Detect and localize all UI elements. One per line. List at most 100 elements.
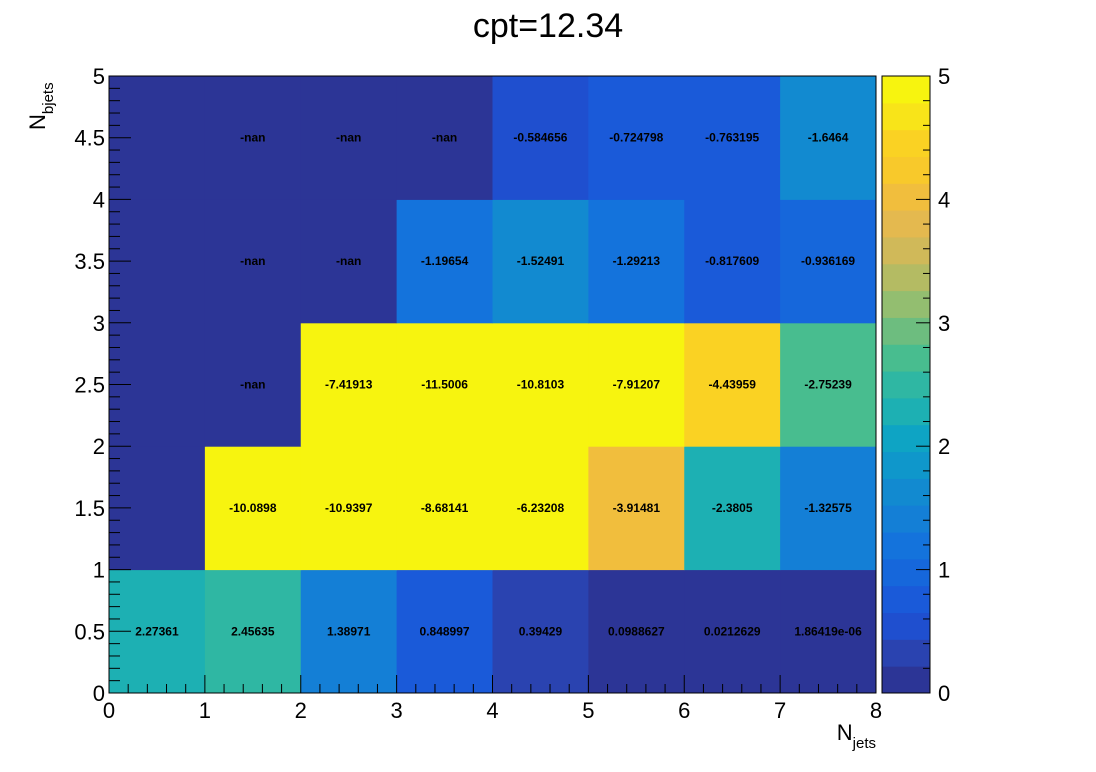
x-tick-label: 5: [582, 698, 594, 723]
color-scale-swatch: [882, 76, 930, 104]
color-scale-swatch: [882, 397, 930, 426]
color-scale-swatch: [882, 451, 930, 479]
color-scale-frame: [881, 75, 931, 694]
cell-value-label: 0.0212629: [704, 624, 761, 638]
heatmap-cell: [204, 199, 302, 324]
heatmap-cell: [300, 446, 398, 571]
color-scale-labels: 0 1 2 3 4 5: [938, 64, 950, 706]
cell-value-label: -7.91207: [613, 378, 661, 392]
cell-value-label: -10.9397: [325, 501, 373, 515]
y-axis-title-main: N: [25, 114, 50, 130]
heatmap-cell: [684, 322, 781, 447]
x-tick-label: 2: [295, 698, 307, 723]
color-scale-swatch: [882, 478, 930, 506]
heatmap-cell: [780, 446, 877, 571]
heatmap-cell: [492, 199, 589, 324]
y-tick-label: 4.5: [74, 126, 105, 151]
cell-value-label: 0.39429: [519, 624, 563, 638]
cell-value-label: 2.45635: [231, 624, 275, 638]
color-scale-label: 5: [938, 64, 950, 89]
heatmap-cell: [684, 199, 781, 324]
heatmap-cell: [300, 322, 398, 447]
heatmap-cell: [684, 569, 781, 694]
heatmap-cell: [492, 322, 589, 447]
cell-value-label: -8.68141: [421, 501, 469, 515]
cell-value-label: -nan: [240, 378, 265, 392]
cell-value-label: -0.584656: [513, 131, 567, 145]
cell-value-label: -2.75239: [804, 378, 852, 392]
heatmap-cells: [109, 76, 877, 694]
y-tick-label: 4: [93, 187, 105, 212]
cell-value-label: -7.41913: [325, 378, 373, 392]
heatmap-cell: [588, 569, 685, 694]
heatmap-cell: [204, 322, 302, 447]
color-scale-label: 3: [938, 311, 950, 336]
heatmap-cell: [300, 199, 398, 324]
color-scale-swatch: [882, 344, 930, 372]
heatmap-cell: [492, 76, 589, 200]
y-tick-label: 1.5: [74, 496, 105, 521]
cell-value-label: -1.52491: [517, 254, 565, 268]
cell-value-label: -10.0898: [229, 501, 277, 515]
color-scale-swatch: [882, 129, 930, 157]
heatmap-cell: [588, 199, 685, 324]
color-scale-swatch: [882, 612, 930, 640]
cell-value-label: -10.8103: [517, 378, 565, 392]
color-scale-swatch: [882, 263, 930, 292]
cell-value-label: 1.86419e-06: [794, 624, 862, 638]
axis-ticks: [108, 75, 877, 694]
y-tick-label: 5: [93, 64, 105, 89]
color-scale-swatch: [882, 558, 930, 587]
color-scale-swatch: [882, 156, 930, 184]
heatmap-cell: [396, 199, 493, 324]
x-tick-label: 1: [199, 698, 211, 723]
color-scale-swatch: [882, 639, 930, 667]
heatmap-cell: [780, 76, 877, 200]
y-tick-label: 0.5: [74, 619, 105, 644]
color-scale-swatch: [882, 505, 930, 533]
heatmap-cell: [204, 569, 302, 694]
x-axis-tick-labels: 0 1 2 3 4 5 6 7 8: [103, 698, 882, 723]
y-tick-label: 2.5: [74, 373, 105, 398]
cell-value-label: -3.91481: [613, 501, 661, 515]
heatmap-cell: [396, 322, 493, 447]
cell-value-label: -0.763195: [705, 131, 759, 145]
color-scale-swatch: [882, 424, 930, 453]
heatmap-cell: [684, 76, 781, 200]
cell-value-label: -1.6464: [808, 131, 849, 145]
cell-value-label: -nan: [432, 131, 457, 145]
x-tick-label: 4: [486, 698, 498, 723]
y-axis-title: Nbjets: [25, 82, 57, 130]
cell-value-label: -11.5006: [421, 378, 468, 392]
color-scale-bar: [881, 75, 931, 694]
y-axis-title-subscript: bjets: [40, 82, 57, 114]
color-scale-swatch: [882, 585, 930, 614]
heatmap-cell: [780, 199, 877, 324]
color-scale-label: 1: [938, 558, 950, 583]
cell-value-label: -6.23208: [517, 501, 565, 515]
color-scale-swatch: [882, 183, 930, 211]
cell-value-label: -0.936169: [801, 254, 855, 268]
color-scale-swatch: [882, 371, 930, 399]
heatmap-cell: [588, 446, 685, 571]
heatmap-cell: [588, 76, 685, 200]
cell-value-label: -nan: [240, 131, 265, 145]
cell-value-label: -0.724798: [609, 131, 663, 145]
heatmap-cell: [300, 76, 398, 200]
heatmap-cell: [780, 569, 877, 694]
y-tick-label: 0: [93, 681, 105, 706]
heatmap-cell: [204, 76, 302, 200]
cell-value-label: 0.848997: [420, 624, 470, 638]
color-scale-swatch: [882, 290, 930, 318]
color-scale-label: 2: [938, 434, 950, 459]
chart-title: cpt=12.34: [473, 7, 623, 45]
heatmap-cell: [492, 446, 589, 571]
color-scale-swatch: [882, 317, 930, 345]
cell-value-label: -nan: [336, 254, 361, 268]
cell-value-label: -1.32575: [804, 501, 852, 515]
color-scale-label: 4: [938, 187, 950, 212]
cell-value-label: 1.38971: [327, 624, 371, 638]
heatmap-cell: [588, 322, 685, 447]
heatmap-cell: [780, 322, 877, 447]
